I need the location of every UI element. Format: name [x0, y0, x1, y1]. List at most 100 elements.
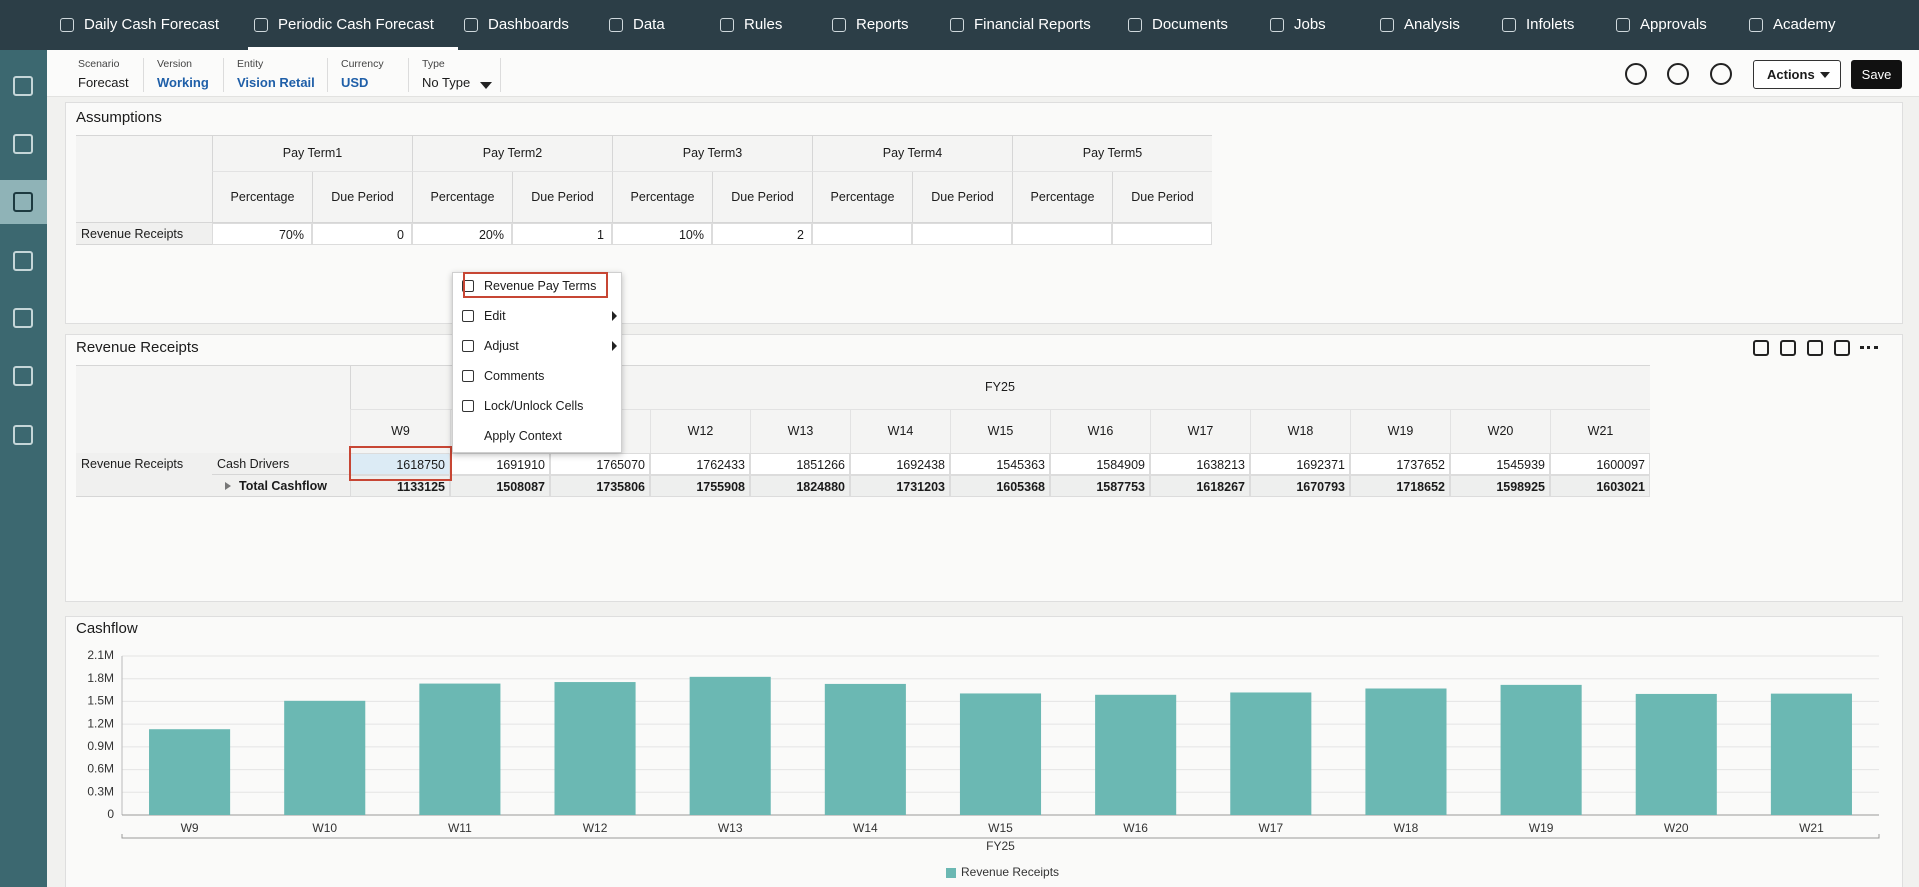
- data-cell[interactable]: 1692438: [850, 453, 950, 475]
- week-header: W19: [1350, 410, 1450, 453]
- bar[interactable]: [959, 693, 1042, 815]
- tab-icon: [1128, 18, 1142, 32]
- data-cell[interactable]: 1737652: [1350, 453, 1450, 475]
- panel-icon[interactable]: [1753, 340, 1769, 356]
- pov-value[interactable]: No Type: [422, 75, 471, 90]
- nav-tab[interactable]: Jobs: [1294, 16, 1326, 33]
- rail-icon[interactable]: [13, 192, 33, 212]
- toolbar-icon[interactable]: [1710, 63, 1732, 85]
- x-tick-label: W10: [312, 821, 337, 835]
- menu-item[interactable]: Adjust: [484, 339, 519, 353]
- y-tick-label: 2.1M: [87, 648, 114, 662]
- sub-header: Due Period: [312, 172, 412, 223]
- menu-item[interactable]: Lock/Unlock Cells: [484, 399, 584, 413]
- nav-tab[interactable]: Periodic Cash Forecast: [278, 16, 434, 33]
- input-cell[interactable]: 20%: [412, 223, 512, 245]
- tab-icon: [464, 18, 478, 32]
- toolbar-icon[interactable]: [1667, 63, 1689, 85]
- week-header: W17: [1150, 410, 1250, 453]
- menu-item[interactable]: Apply Context: [484, 429, 562, 443]
- nav-tab[interactable]: Approvals: [1640, 16, 1707, 33]
- input-cell[interactable]: 2: [712, 223, 812, 245]
- pov-value[interactable]: Working: [157, 75, 209, 90]
- data-cell[interactable]: 1691910: [450, 453, 550, 475]
- input-cell[interactable]: [812, 223, 912, 245]
- rail-icon[interactable]: [13, 366, 33, 386]
- bar[interactable]: [1365, 688, 1447, 815]
- data-cell: 1824880: [750, 475, 850, 497]
- bar[interactable]: [824, 683, 906, 815]
- data-cell[interactable]: 1545363: [950, 453, 1050, 475]
- y-tick-label: 0: [107, 807, 114, 821]
- nav-tab[interactable]: Academy: [1773, 16, 1836, 33]
- bar[interactable]: [689, 676, 771, 815]
- bar[interactable]: [1635, 693, 1717, 815]
- y-tick-label: 1.5M: [87, 694, 114, 708]
- nav-tab[interactable]: Data: [633, 16, 665, 33]
- nav-tab[interactable]: Analysis: [1404, 16, 1460, 33]
- bar[interactable]: [554, 682, 636, 815]
- data-cell[interactable]: 1638213: [1150, 453, 1250, 475]
- rail-icon[interactable]: [13, 251, 33, 271]
- nav-tab[interactable]: Dashboards: [488, 16, 569, 33]
- bar[interactable]: [149, 729, 231, 815]
- x-tick-label: W19: [1529, 821, 1554, 835]
- panel-icon[interactable]: [1834, 340, 1850, 356]
- nav-tab[interactable]: Reports: [856, 16, 909, 33]
- rail-icon[interactable]: [13, 134, 33, 154]
- input-cell[interactable]: 1: [512, 223, 612, 245]
- bar[interactable]: [419, 683, 501, 815]
- save-button[interactable]: Save: [1851, 60, 1902, 89]
- input-cell[interactable]: [1012, 223, 1112, 245]
- data-cell: 1587753: [1050, 475, 1150, 497]
- pov-separator: [327, 58, 328, 92]
- bar[interactable]: [1230, 692, 1312, 815]
- nav-tab[interactable]: Daily Cash Forecast: [84, 16, 220, 33]
- rail-icon[interactable]: [13, 76, 33, 96]
- sub-header: Percentage: [812, 172, 912, 223]
- data-cell[interactable]: 1618750: [350, 453, 450, 475]
- nav-tab[interactable]: Infolets: [1526, 16, 1575, 33]
- rail-icon[interactable]: [13, 425, 33, 445]
- data-cell[interactable]: 1765070: [550, 453, 650, 475]
- week-header: W18: [1250, 410, 1350, 453]
- sub-header: Percentage: [1012, 172, 1112, 223]
- panel-icon[interactable]: [1807, 340, 1823, 356]
- nav-tab[interactable]: Rules: [744, 16, 783, 33]
- bar[interactable]: [284, 700, 366, 815]
- bar[interactable]: [1770, 693, 1852, 815]
- rail-icon[interactable]: [13, 308, 33, 328]
- toolbar-icon[interactable]: [1625, 63, 1647, 85]
- bar[interactable]: [1095, 694, 1177, 815]
- pov-value[interactable]: USD: [341, 75, 369, 90]
- menu-item[interactable]: Edit: [484, 309, 506, 323]
- input-cell[interactable]: 70%: [212, 223, 312, 245]
- panel-icon[interactable]: [1780, 340, 1796, 356]
- more-icon[interactable]: [1860, 346, 1878, 350]
- pov-value[interactable]: Vision Retail: [237, 75, 315, 90]
- row-member[interactable]: Total Cashflow: [212, 475, 350, 497]
- x-tick-label: W15: [988, 821, 1013, 835]
- input-cell[interactable]: [912, 223, 1012, 245]
- data-cell[interactable]: 1545939: [1450, 453, 1550, 475]
- submenu-arrow: [612, 341, 617, 351]
- menu-item[interactable]: Comments: [484, 369, 545, 383]
- pov-separator: [223, 58, 224, 92]
- input-cell[interactable]: 10%: [612, 223, 712, 245]
- data-cell[interactable]: 1851266: [750, 453, 850, 475]
- input-cell[interactable]: [1112, 223, 1212, 245]
- input-cell[interactable]: 0: [312, 223, 412, 245]
- menu-icon: [462, 280, 474, 292]
- panel-title: Revenue Receipts: [76, 339, 199, 356]
- expand-icon[interactable]: [225, 482, 231, 490]
- pay-term-header: Pay Term3: [612, 135, 812, 172]
- data-cell[interactable]: 1762433: [650, 453, 750, 475]
- data-cell[interactable]: 1584909: [1050, 453, 1150, 475]
- data-cell[interactable]: 1600097: [1550, 453, 1650, 475]
- menu-item[interactable]: Revenue Pay Terms: [484, 279, 597, 293]
- nav-tab[interactable]: Documents: [1152, 16, 1228, 33]
- data-cell[interactable]: 1692371: [1250, 453, 1350, 475]
- nav-tab[interactable]: Financial Reports: [974, 16, 1091, 33]
- pov-value[interactable]: Forecast: [78, 75, 129, 90]
- bar[interactable]: [1500, 684, 1582, 815]
